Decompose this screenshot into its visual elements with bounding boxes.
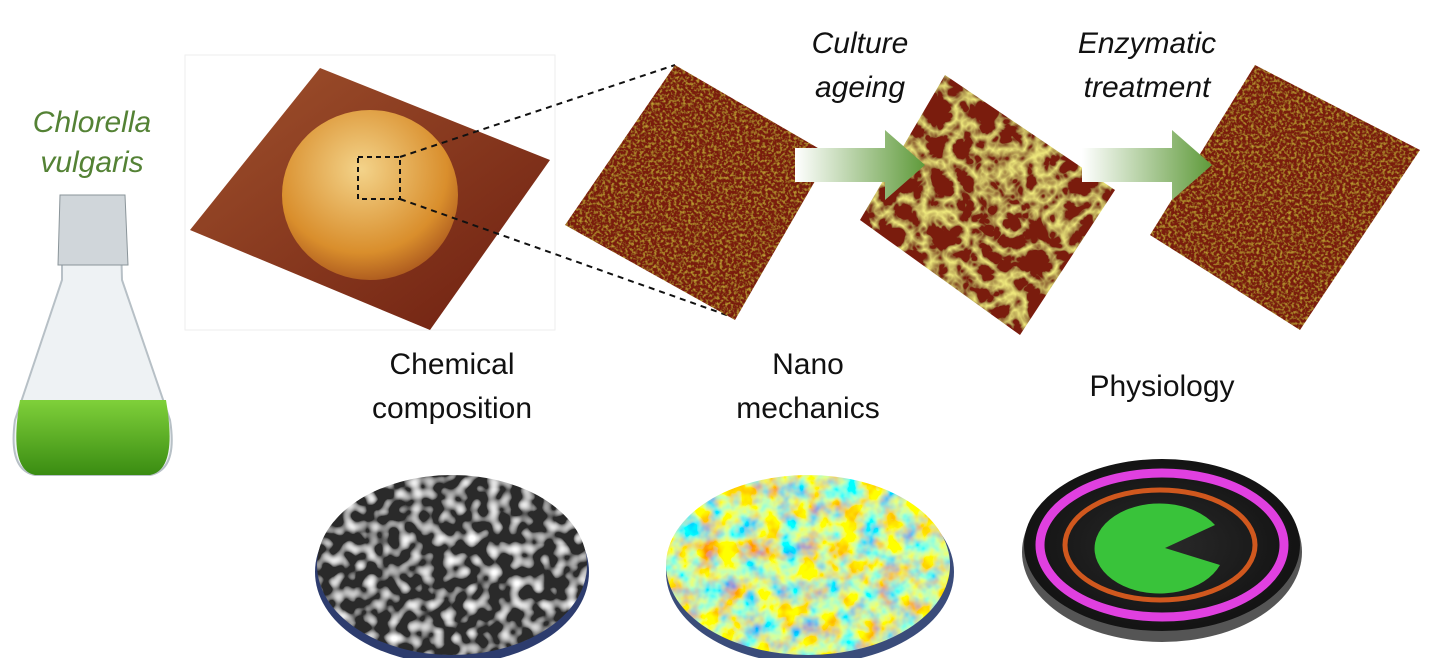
panel-label: Nano — [772, 348, 844, 381]
step-label: Enzymatic — [1078, 27, 1216, 60]
discs — [315, 459, 1302, 658]
species-label: Chlorella — [33, 106, 151, 139]
panel-label: composition — [372, 392, 532, 425]
step-label: treatment — [1084, 71, 1212, 104]
panel-label: Chemical — [389, 348, 514, 381]
surfaces — [565, 65, 1420, 335]
panel-label: mechanics — [736, 392, 879, 425]
species-label: vulgaris — [40, 146, 143, 179]
step-label: ageing — [815, 71, 905, 104]
arrows — [795, 130, 1212, 200]
step-label: Culture — [812, 27, 909, 60]
panel-label: Physiology — [1089, 370, 1234, 403]
flask — [12, 194, 173, 476]
afm-cell — [184, 54, 736, 331]
